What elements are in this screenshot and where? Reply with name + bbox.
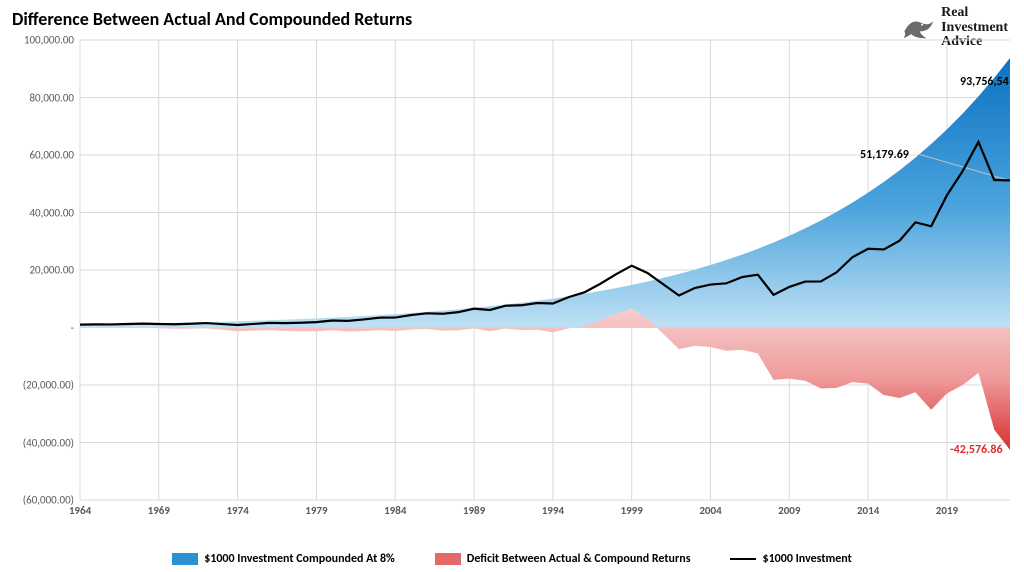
- x-axis-tick: 1964: [69, 500, 91, 517]
- legend-item-deficit: Deficit Between Actual & Compound Return…: [435, 552, 691, 566]
- y-axis-tick: (20,000.00): [23, 379, 80, 392]
- y-axis-tick: 60,000.00: [29, 149, 80, 162]
- x-axis-tick: 1974: [226, 500, 248, 517]
- x-axis-tick: 1969: [148, 500, 170, 517]
- x-axis-tick: 2004: [699, 500, 721, 517]
- legend-item-compounded: $1000 Investment Compounded At 8%: [172, 552, 395, 566]
- legend-line-icon: [730, 558, 756, 560]
- data-callout: 93,756,54: [960, 75, 1009, 89]
- y-axis-tick: 40,000.00: [29, 206, 80, 219]
- legend-swatch-icon: [435, 553, 461, 565]
- y-axis-tick: 80,000.00: [29, 91, 80, 104]
- x-axis-tick: 1984: [384, 500, 406, 517]
- legend-swatch-icon: [172, 553, 198, 565]
- y-axis-tick: 20,000.00: [29, 264, 80, 277]
- y-axis-tick: (40,000.00): [23, 436, 80, 449]
- x-axis-tick: 2019: [936, 500, 958, 517]
- logo-text-line1: Real: [941, 6, 1008, 21]
- x-axis-tick: 2009: [778, 500, 800, 517]
- x-axis-tick: 1999: [621, 500, 643, 517]
- x-axis-tick: 1994: [542, 500, 564, 517]
- chart-svg: [80, 40, 1010, 500]
- x-axis-tick: 2014: [857, 500, 879, 517]
- legend: $1000 Investment Compounded At 8% Defici…: [0, 552, 1024, 566]
- chart-title: Difference Between Actual And Compounded…: [12, 8, 412, 30]
- legend-item-actual: $1000 Investment: [730, 552, 851, 566]
- x-axis-tick: 1989: [463, 500, 485, 517]
- data-callout: -42,576.86: [950, 443, 1003, 457]
- plot-area: 100,000.0080,000.0060,000.0040,000.0020,…: [80, 40, 1010, 500]
- x-axis-tick: 1979: [305, 500, 327, 517]
- y-axis-tick: -: [71, 321, 80, 334]
- legend-label: $1000 Investment Compounded At 8%: [204, 552, 395, 566]
- y-axis-tick: 100,000.00: [24, 34, 80, 47]
- legend-label: Deficit Between Actual & Compound Return…: [467, 552, 691, 566]
- legend-label: $1000 Investment: [762, 552, 851, 566]
- data-callout: 51,179.69: [860, 148, 909, 162]
- logo-text-line2: Investment: [941, 21, 1008, 36]
